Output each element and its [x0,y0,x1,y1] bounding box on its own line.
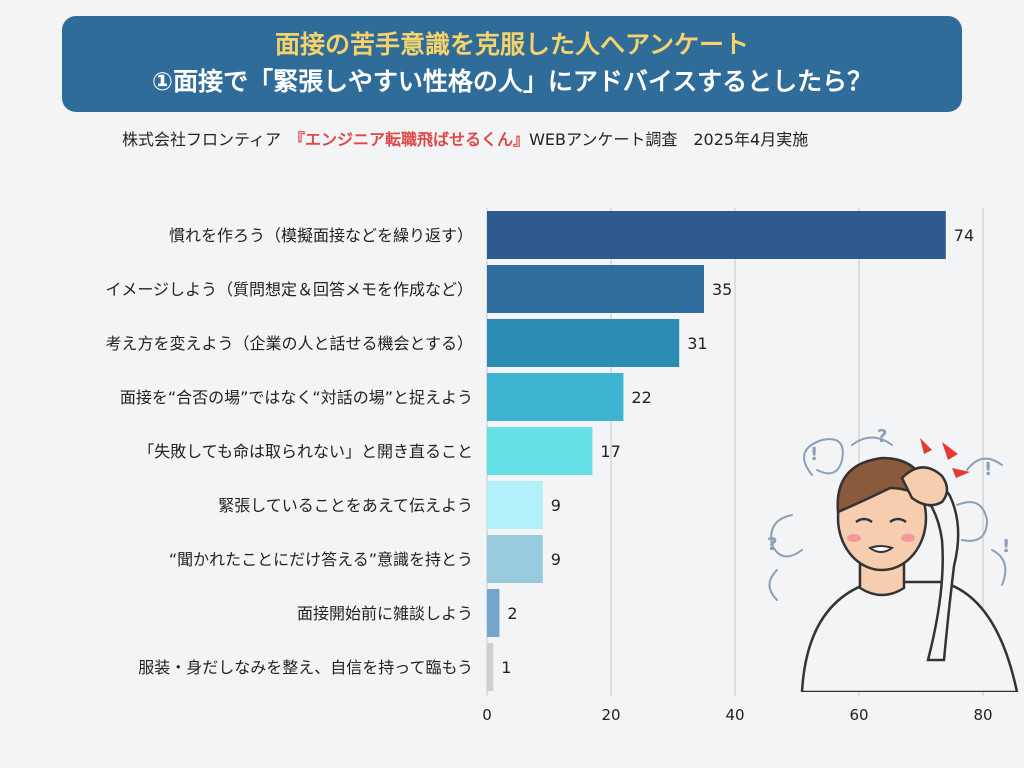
category-label: イメージしよう（質問想定＆回答メモを作成など） [105,280,473,299]
category-label: 緊張していることをあえて伝えよう [218,496,473,515]
category-label: 面接を“合否の場”ではなく“対話の場”と捉えよう [120,388,473,407]
x-tick-label: 80 [973,706,992,724]
category-label: 服装・身だしなみを整え、自信を持って臨もう [138,658,473,677]
bar-value-label: 22 [631,388,651,407]
bar [487,265,704,313]
bar-value-label: 9 [551,550,561,569]
category-label: 「失敗しても命は取られない」と開き直ること [138,442,473,461]
svg-text:?: ? [877,426,887,447]
bar-layer [487,211,946,691]
category-label: “聞かれたことにだけ答える”意識を持とう [169,550,473,569]
source-service: 『エンジニア転職飛ばせるくん』 [297,130,530,149]
category-label: 考え方を変えよう（企業の人と話せる機会とする） [105,334,473,353]
bar [487,373,624,421]
title-line-1: 面接の苦手意識を克服した人へアンケート [274,30,749,59]
svg-text:!: ! [984,459,992,480]
bar [487,643,494,691]
x-tick-label: 20 [601,706,620,724]
bar [487,589,500,637]
label-layer: 0 20 40 60 80 74 慣れを作ろう（模擬面接などを繰り返す） 35 イメージしよう（… [105,226,992,724]
source-survey: WEBアンケート調査 2025年4月実施 [529,130,809,149]
category-label: 面接開始前に雑談しよう [297,604,473,623]
survey-source: 株式会社フロンティア 『エンジニア転職飛ばせるくん』WEBアンケート調査 202… [122,127,1002,153]
bar [487,211,946,259]
bar-value-label: 17 [600,442,620,461]
bar-value-label: 31 [687,334,707,353]
x-tick-label: 40 [725,706,744,724]
bar [487,481,543,529]
title-line-2: ①面接で「緊張しやすい性格の人」にアドバイスするとしたら？ [151,67,873,96]
bar-value-label: 2 [507,604,517,623]
bar-value-label: 74 [954,226,974,245]
source-company: 株式会社フロンティア [122,130,298,149]
x-tick-label: 60 [849,706,868,724]
svg-text:!: ! [1002,536,1010,557]
svg-text:!: ! [810,444,818,465]
bar [487,427,593,475]
bar-value-label: 9 [551,496,561,515]
x-tick-label: 0 [482,706,492,724]
bar-value-label: 1 [501,658,511,677]
svg-text:?: ? [767,534,777,555]
bar [487,535,543,583]
bar-value-label: 35 [712,280,732,299]
bar [487,319,680,367]
title-banner: 面接の苦手意識を克服した人へアンケート ①面接で「緊張しやすい性格の人」にアドバ… [62,16,962,112]
category-label: 慣れを作ろう（模擬面接などを繰り返す） [169,226,473,245]
stressed-person-illustration: ! ? ? ! ! [767,426,1019,692]
